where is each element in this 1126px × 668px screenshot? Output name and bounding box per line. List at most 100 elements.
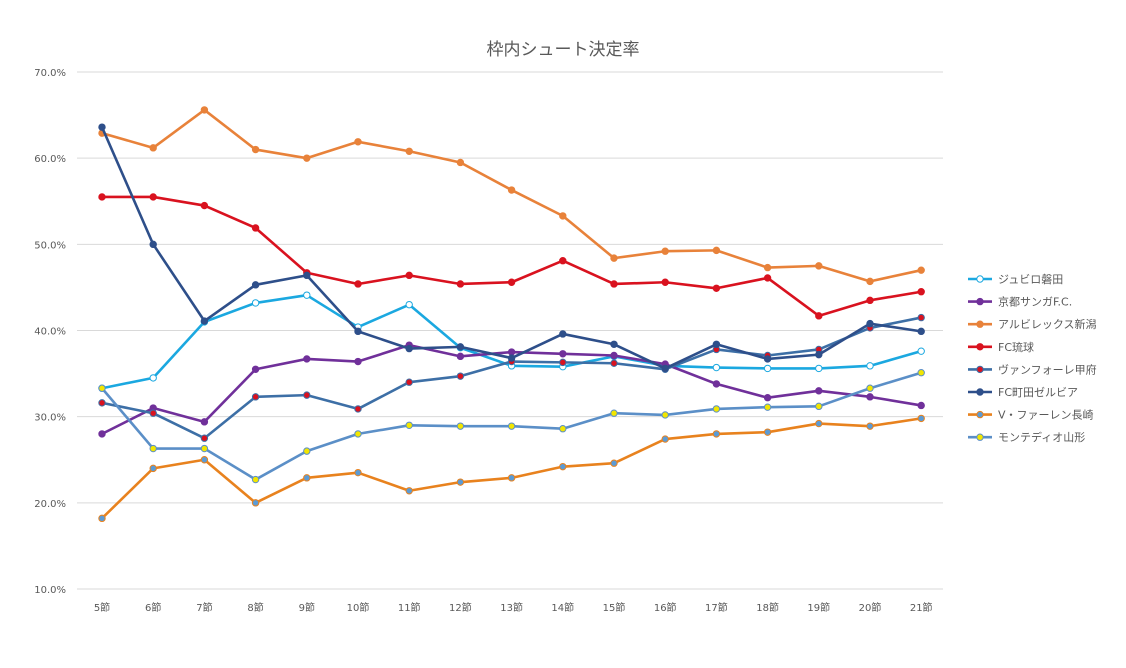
data-point xyxy=(815,419,823,428)
data-point xyxy=(712,340,721,348)
data-point xyxy=(763,274,772,282)
legend-item: ヴァンフォーレ甲府 xyxy=(968,362,1097,376)
data-point xyxy=(354,468,362,477)
x-tick-label: 18節 xyxy=(756,601,779,614)
legend-label: V・ファーレン長崎 xyxy=(998,408,1094,422)
data-point xyxy=(661,247,669,255)
data-point xyxy=(149,444,157,453)
x-tick-label: 15節 xyxy=(603,601,626,614)
data-point xyxy=(712,363,721,372)
data-point xyxy=(610,351,618,360)
x-tick-label: 9節 xyxy=(299,601,315,614)
data-point xyxy=(456,343,465,351)
data-point xyxy=(559,462,567,471)
x-tick-label: 20節 xyxy=(859,601,882,614)
data-point xyxy=(917,414,925,423)
data-point xyxy=(303,474,311,482)
data-point xyxy=(917,369,925,377)
legend-swatch-marker xyxy=(976,388,984,396)
y-tick-label: 20.0% xyxy=(34,499,66,510)
data-point xyxy=(559,330,567,338)
data-point xyxy=(712,380,721,388)
x-tick-label: 16節 xyxy=(654,601,677,614)
data-point xyxy=(917,313,925,322)
data-point xyxy=(917,347,925,355)
data-point xyxy=(559,425,567,433)
data-point xyxy=(354,280,362,288)
data-point xyxy=(610,340,618,348)
legend-swatch-marker xyxy=(976,433,984,441)
data-point xyxy=(815,402,823,411)
data-point xyxy=(405,421,413,429)
data-point xyxy=(763,428,772,436)
data-point xyxy=(712,430,721,438)
x-tick-label: 10節 xyxy=(347,601,370,614)
legend-swatch-marker xyxy=(976,275,984,283)
chart-title: 枠内シュート決定率 xyxy=(487,40,640,60)
data-point xyxy=(866,319,874,328)
x-tick-label: 6節 xyxy=(145,601,161,614)
data-point xyxy=(712,405,721,413)
data-point xyxy=(661,364,669,373)
data-point xyxy=(610,409,618,417)
data-point xyxy=(98,430,106,438)
data-point xyxy=(98,384,106,392)
legend-swatch-marker xyxy=(976,343,984,351)
data-point xyxy=(559,358,567,367)
data-point xyxy=(149,240,157,249)
data-point xyxy=(917,266,925,274)
legend-item: V・ファーレン長崎 xyxy=(968,408,1094,422)
data-point xyxy=(354,327,362,336)
data-point xyxy=(303,271,311,280)
legend-item: アルビレックス新潟 xyxy=(968,317,1097,331)
y-tick-label: 30.0% xyxy=(34,413,66,424)
data-point xyxy=(917,327,925,336)
data-point xyxy=(303,291,311,299)
data-point xyxy=(507,348,516,356)
data-point xyxy=(303,391,311,399)
series-6 xyxy=(98,123,925,373)
data-point xyxy=(251,145,260,154)
data-point xyxy=(815,387,823,395)
data-point xyxy=(763,403,772,411)
data-point xyxy=(815,262,823,270)
data-point xyxy=(559,257,567,265)
data-point xyxy=(251,393,260,401)
data-point xyxy=(303,154,311,162)
data-point xyxy=(405,487,413,495)
data-point xyxy=(507,186,516,194)
data-point xyxy=(712,246,721,255)
x-tick-label: 14節 xyxy=(551,601,574,614)
data-point xyxy=(763,263,772,272)
data-point xyxy=(610,254,618,262)
data-point xyxy=(917,401,925,410)
data-point xyxy=(200,106,209,114)
series-2 xyxy=(98,341,925,438)
data-point xyxy=(610,280,618,288)
data-point xyxy=(866,362,874,370)
y-tick-label: 40.0% xyxy=(34,327,66,338)
legend-label: アルビレックス新潟 xyxy=(998,317,1097,331)
data-point xyxy=(712,284,721,292)
data-point xyxy=(763,394,772,402)
data-point xyxy=(815,350,823,359)
data-point xyxy=(149,144,157,152)
data-point xyxy=(149,409,157,417)
data-point xyxy=(815,312,823,320)
data-point xyxy=(866,384,874,392)
legend-label: FC琉球 xyxy=(998,340,1034,354)
data-point xyxy=(251,365,260,373)
series-4 xyxy=(98,193,925,320)
x-tick-label: 7節 xyxy=(196,601,212,614)
data-point xyxy=(866,393,874,401)
data-point xyxy=(200,418,209,426)
legend-label: ヴァンフォーレ甲府 xyxy=(998,362,1097,376)
data-point xyxy=(661,411,669,419)
data-point xyxy=(149,374,157,382)
legend-item: ジュビロ磐田 xyxy=(968,272,1063,286)
data-point xyxy=(200,456,209,464)
legend-swatch-marker xyxy=(976,365,984,374)
data-point xyxy=(98,399,106,407)
data-point xyxy=(610,459,618,467)
